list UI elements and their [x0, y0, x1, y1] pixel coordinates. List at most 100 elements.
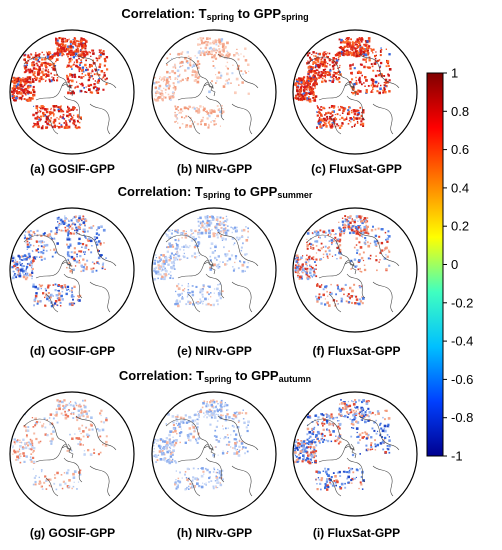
correlation-pixel [173, 87, 175, 90]
correlation-pixel [15, 274, 17, 277]
correlation-pixel [236, 226, 238, 229]
correlation-pixel [325, 119, 328, 122]
correlation-pixel [351, 53, 355, 56]
correlation-pixel [99, 435, 102, 438]
correlation-pixel [213, 435, 216, 437]
correlation-pixel [374, 228, 377, 231]
correlation-pixel [177, 239, 180, 242]
correlation-pixel [197, 38, 199, 40]
correlation-pixel [343, 228, 346, 231]
correlation-pixel [179, 61, 182, 64]
correlation-pixel [100, 52, 103, 55]
correlation-pixel [212, 41, 216, 45]
correlation-pixel [341, 116, 344, 120]
correlation-pixel [317, 248, 320, 251]
correlation-pixel [210, 121, 212, 123]
correlation-pixel [176, 415, 179, 418]
correlation-pixel [74, 265, 77, 267]
correlation-pixel [91, 428, 94, 431]
correlation-pixel [295, 78, 298, 81]
correlation-pixel [241, 269, 245, 273]
correlation-pixel [65, 47, 67, 49]
correlation-pixel [26, 434, 28, 437]
correlation-pixel [330, 283, 332, 286]
correlation-pixel [23, 59, 25, 61]
correlation-pixel [171, 229, 173, 231]
correlation-pixel [227, 437, 229, 439]
correlation-pixel [63, 399, 66, 402]
correlation-pixel [318, 52, 321, 56]
correlation-pixel [97, 249, 99, 252]
correlation-pixel [97, 250, 100, 253]
correlation-pixel [309, 435, 312, 438]
correlation-pixel [374, 439, 376, 442]
correlation-pixel [361, 285, 363, 287]
correlation-pixel [97, 226, 100, 229]
correlation-pixel [76, 49, 80, 53]
correlation-pixel [328, 304, 331, 307]
correlation-pixel [326, 118, 329, 120]
correlation-pixel [70, 219, 73, 222]
correlation-pixel [323, 51, 326, 54]
correlation-pixel [304, 97, 306, 99]
correlation-pixel [332, 430, 335, 433]
correlation-pixel [335, 435, 337, 437]
correlation-pixel [83, 268, 85, 270]
correlation-pixel [315, 264, 317, 267]
correlation-pixel [326, 488, 329, 491]
correlation-pixel [386, 240, 389, 243]
correlation-pixel [49, 440, 51, 442]
correlation-pixel [370, 446, 373, 448]
correlation-pixel [69, 54, 72, 57]
correlation-pixel [169, 459, 171, 461]
correlation-pixel [63, 49, 66, 52]
correlation-pixel [52, 430, 55, 433]
correlation-pixel [85, 266, 88, 269]
correlation-pixel [21, 80, 23, 82]
correlation-pixel [54, 289, 57, 292]
correlation-pixel [32, 94, 34, 96]
correlation-pixel [30, 453, 33, 455]
correlation-pixel [352, 225, 354, 227]
correlation-pixel [384, 429, 387, 433]
correlation-pixel [349, 228, 351, 230]
correlation-pixel [11, 259, 14, 263]
correlation-pixel [297, 439, 299, 441]
correlation-pixel [98, 240, 101, 243]
correlation-pixel [338, 407, 341, 410]
correlation-pixel [359, 285, 362, 289]
correlation-pixel [322, 293, 325, 297]
correlation-pixel [363, 65, 366, 69]
correlation-pixel [83, 54, 86, 58]
correlation-pixel [64, 229, 67, 232]
correlation-pixel [50, 109, 52, 111]
correlation-pixel [226, 229, 228, 232]
correlation-pixel [230, 82, 232, 84]
correlation-pixel [91, 245, 93, 247]
correlation-pixel [359, 53, 362, 56]
correlation-pixel [217, 454, 219, 456]
correlation-pixel [309, 65, 313, 69]
correlation-pixel [222, 217, 225, 220]
correlation-pixel [313, 99, 317, 102]
correlation-pixel [80, 223, 83, 226]
correlation-pixel [18, 80, 20, 83]
correlation-pixel [242, 418, 245, 420]
correlation-pixel [308, 70, 311, 73]
correlation-pixel [215, 486, 217, 489]
correlation-pixel [78, 299, 81, 302]
correlation-pixel [309, 271, 312, 274]
correlation-pixel [168, 76, 171, 79]
correlation-pixel [316, 64, 319, 67]
correlation-pixel [361, 38, 364, 41]
correlation-pixel [172, 431, 174, 433]
correlation-pixel [302, 272, 304, 274]
correlation-pixel [220, 235, 223, 238]
correlation-pixel [93, 236, 96, 238]
correlation-pixel [204, 467, 207, 470]
correlation-pixel [314, 441, 317, 444]
correlation-pixel [191, 290, 194, 294]
correlation-pixel [340, 105, 342, 108]
correlation-pixel [236, 451, 239, 454]
correlation-pixel [300, 444, 303, 447]
